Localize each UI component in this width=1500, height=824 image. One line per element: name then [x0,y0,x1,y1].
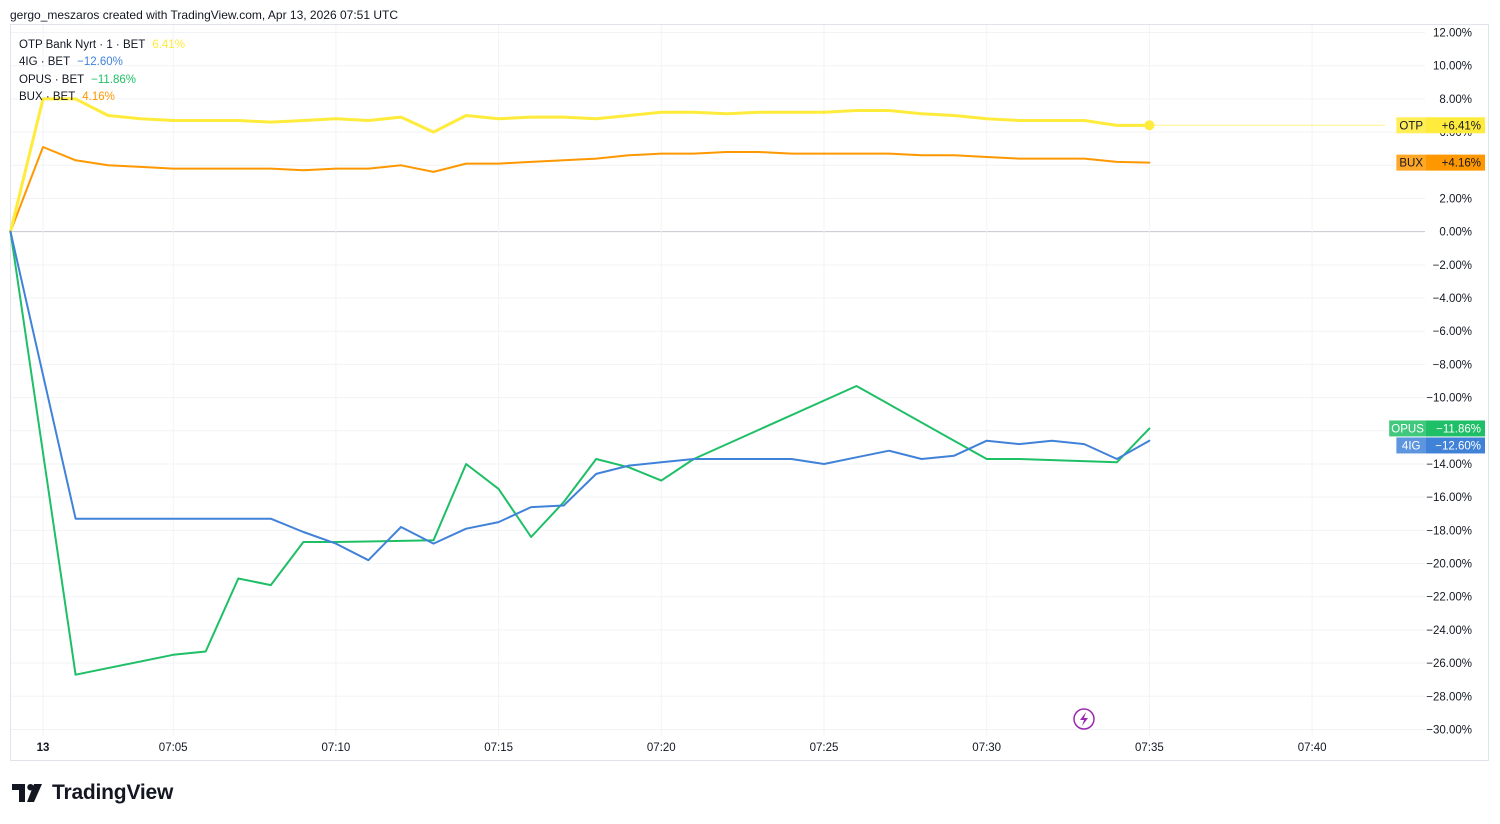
tradingview-logo[interactable]: TradingView [12,781,173,805]
legend-item-otp[interactable]: OTP Bank Nyrt · 1 · BET 6.41% [19,37,185,54]
y-tick-label: −30.00% [1426,725,1472,737]
brand-name: TradingView [52,781,174,804]
badge-value-bg [1426,420,1485,437]
y-tick-label: −2.00% [1433,260,1472,272]
badge-name: 4IG [1402,440,1421,452]
x-tick-label: 07:15 [484,742,513,754]
badge-name: OPUS [1391,423,1424,435]
legend-item-bux[interactable]: BUX · BET 4.16% [19,89,185,106]
y-tick-label: −6.00% [1433,326,1472,338]
legend-value: 4.16% [82,90,115,103]
x-tick-label: 07:30 [972,742,1001,754]
x-tick-label: 07:20 [647,742,676,754]
y-tick-label: −8.00% [1433,359,1472,371]
lightning-bolt-icon[interactable] [1073,708,1095,730]
x-tick-label: 07:25 [810,742,839,754]
x-tick-label: 07:10 [322,742,351,754]
y-tick-label: −26.00% [1426,658,1472,670]
badge-value-bg [1426,154,1485,171]
last-point-otp [1144,120,1155,131]
series-line-otp [9,97,1151,234]
legend: OTP Bank Nyrt · 1 · BET 6.41% 4IG · BET … [19,37,185,106]
badge-value: +6.41% [1442,120,1481,132]
price-badge-opus[interactable]: OPUS −11.86% [1389,420,1485,437]
price-badges: OTP +6.41% BUX +4.16% OPUS −11.86% 4IG −12.60% [1389,117,1485,454]
legend-label: BUX · BET [19,90,76,103]
badge-name: BUX [1399,158,1423,170]
x-tick-label: 13 [37,742,50,754]
badge-value: −11.86% [1436,423,1481,435]
chart-credit: gergo_meszaros created with TradingView.… [10,8,398,22]
y-tick-label: −24.00% [1426,625,1472,637]
series-line-bux [9,146,1151,233]
series-lines [9,97,1385,676]
y-tick-label: −16.00% [1426,492,1472,504]
x-tick-label: 07:05 [159,742,188,754]
series-line-fourig [9,230,1151,562]
y-tick-label: 8.00% [1439,94,1472,106]
price-badge-otp[interactable]: OTP +6.41% [1396,117,1485,134]
y-tick-label: 12.00% [1433,28,1472,40]
y-tick-label: 0.00% [1439,227,1472,239]
legend-label: 4IG · BET [19,56,70,69]
chart-frame [10,24,1489,761]
badge-name: OTP [1399,120,1423,132]
legend-value: 6.41% [152,39,185,51]
legend-item-4ig[interactable]: 4IG · BET −12.60% [19,54,185,71]
y-tick-label: −10.00% [1426,393,1472,405]
y-tick-label: −18.00% [1426,525,1472,537]
badge-value-bg [1426,437,1485,454]
x-axis-ticks: 13 07:05 07:10 07:15 07:20 07:25 07:30 07:35 07:… [37,742,1327,754]
y-tick-label: 2.00% [1439,193,1472,205]
legend-label: OPUS · BET [19,73,84,86]
y-tick-label: 10.00% [1433,61,1472,73]
badge-name-bg [1396,154,1426,171]
x-tick-label: 07:40 [1298,742,1327,754]
series-line-opus [9,230,1151,676]
badge-name-bg [1396,437,1426,454]
badge-value: −12.60% [1435,440,1481,452]
badge-value: +4.16% [1442,158,1481,170]
legend-value: −11.86% [91,73,137,86]
y-axis-ticks: 12.00%10.00%8.00%6.00%4.00%2.00%0.00%−2.… [1426,28,1472,737]
y-tick-label: −4.00% [1433,293,1472,305]
badge-name-bg [1389,420,1426,437]
badge-name-bg [1396,117,1426,134]
price-badge-bux[interactable]: BUX +4.16% [1396,154,1485,171]
x-tick-label: 07:35 [1135,742,1164,754]
legend-value: −12.60% [77,56,123,69]
legend-label: OTP Bank Nyrt · 1 · BET [19,39,146,51]
y-tick-label: −20.00% [1426,559,1472,571]
tradingview-logo-icon [12,784,42,802]
legend-item-opus[interactable]: OPUS · BET −11.86% [19,72,185,89]
grid-lines [11,25,1425,736]
price-badge-fourig[interactable]: 4IG −12.60% [1396,437,1485,454]
badge-value-bg [1426,117,1485,134]
y-tick-label: −22.00% [1426,592,1472,604]
y-tick-label: −14.00% [1426,459,1472,471]
y-tick-label: −28.00% [1426,691,1472,703]
